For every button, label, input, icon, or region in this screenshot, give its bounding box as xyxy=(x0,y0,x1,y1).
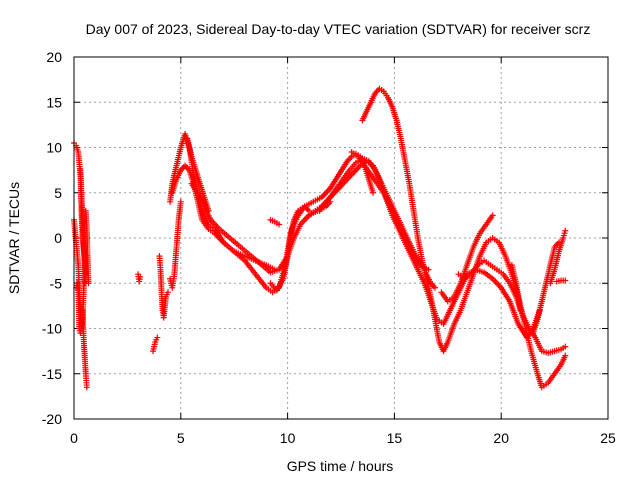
series-trace-5 xyxy=(82,207,92,287)
data-point-marker xyxy=(276,221,283,228)
x-axis-tick-labels: 0 5 10 15 20 25 xyxy=(70,430,616,446)
y-tick-label: -5 xyxy=(50,275,63,291)
chart-title: Day 007 of 2023, Sidereal Day-to-day VTE… xyxy=(86,21,591,37)
series-trace-22 xyxy=(438,212,496,305)
y-tick-label: 10 xyxy=(46,140,62,156)
data-point-marker xyxy=(517,307,524,314)
data-point-marker xyxy=(562,227,569,234)
series-trace-3 xyxy=(77,167,89,287)
series-trace-9 xyxy=(156,253,171,321)
y-tick-label: 20 xyxy=(46,49,62,65)
series-trace-7 xyxy=(135,271,144,285)
data-point-marker xyxy=(489,212,496,219)
y-tick-label: 15 xyxy=(46,94,62,110)
y-tick-label: 5 xyxy=(54,185,62,201)
series-trace-24 xyxy=(508,262,524,314)
data-point-marker xyxy=(562,343,569,350)
series-trace-21 xyxy=(423,271,438,291)
data-point-marker xyxy=(137,273,144,280)
series-trace-8 xyxy=(150,334,161,355)
series-trace-6 xyxy=(73,280,84,337)
x-tick-label: 5 xyxy=(177,430,185,446)
series-trace-25 xyxy=(530,239,562,337)
series-trace-13 xyxy=(184,135,212,214)
data-point-marker xyxy=(77,330,84,337)
data-point-marker xyxy=(83,384,90,391)
data-point-marker xyxy=(154,334,161,341)
y-axis-tick-labels: -20 -15 -10 -5 0 5 10 15 20 xyxy=(42,49,62,427)
data-point-marker xyxy=(562,277,569,284)
series-trace-16 xyxy=(267,216,283,228)
data-point-marker xyxy=(164,289,171,296)
x-axis-label: GPS time / hours xyxy=(287,458,394,474)
x-tick-label: 0 xyxy=(70,430,78,446)
y-tick-label: -20 xyxy=(42,411,62,427)
x-tick-label: 20 xyxy=(493,430,509,446)
data-point-marker xyxy=(562,352,569,359)
series-trace-20 xyxy=(348,149,432,273)
y-tick-label: 0 xyxy=(54,230,62,246)
series-trace-10 xyxy=(167,198,184,291)
data-point-marker xyxy=(425,266,432,273)
x-tick-label: 15 xyxy=(387,430,403,446)
series-trace-26 xyxy=(547,227,569,287)
plot-frame xyxy=(73,56,609,420)
data-points xyxy=(71,85,569,391)
y-tick-label: -10 xyxy=(42,321,62,337)
data-point-marker xyxy=(177,198,184,205)
x-tick-label: 10 xyxy=(280,430,296,446)
data-point-marker xyxy=(431,284,438,291)
y-axis-label: SDTVAR / TECUs xyxy=(6,182,22,294)
series-trace-27 xyxy=(553,277,569,285)
data-point-marker xyxy=(370,189,377,196)
data-point-marker xyxy=(85,280,92,287)
y-tick-label: -15 xyxy=(42,366,62,382)
x-tick-label: 25 xyxy=(600,430,616,446)
